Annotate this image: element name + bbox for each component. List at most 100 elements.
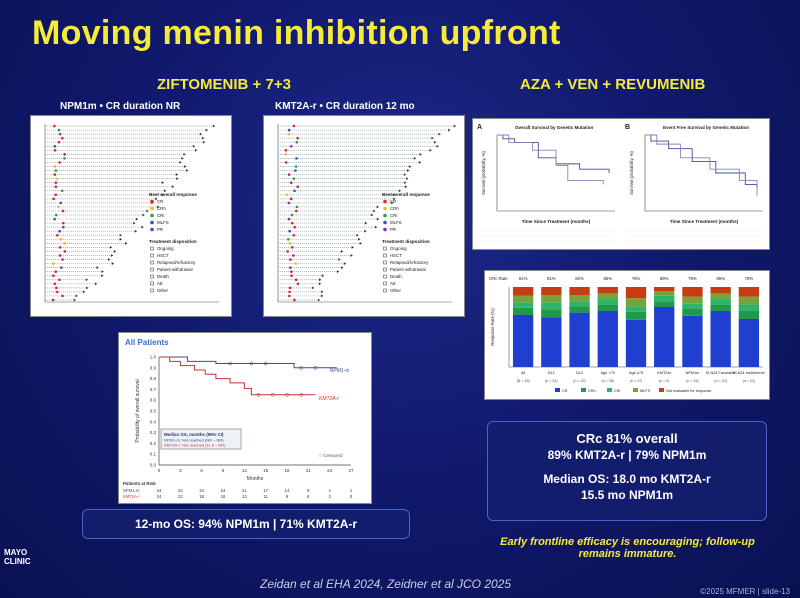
ongoing-arrow: [161, 181, 165, 185]
bar-segment-crh: [654, 301, 675, 307]
legend-response-swatch: [383, 220, 387, 225]
ongoing-arrow: [376, 217, 380, 221]
ongoing-arrow: [135, 217, 139, 221]
bar-segment-cr: [710, 311, 731, 367]
ongoing-arrow: [376, 205, 380, 209]
survival-panel-title: Event Free Survival by Genetic Mutation: [663, 125, 749, 130]
bar-crc-value: 85%: [603, 276, 612, 281]
legend-disposition-label: Patient withdrawal: [157, 267, 193, 272]
crc-line-3: Median OS: 18.0 mo KMT2A-r: [543, 472, 711, 486]
response-marker: [286, 250, 289, 253]
response-marker: [60, 266, 63, 269]
survival-curve: [497, 134, 604, 185]
response-marker: [289, 181, 293, 184]
survival-y-label: Survival (probability, %): [629, 151, 634, 195]
response-marker: [55, 290, 59, 294]
bar-legend-label: MLFS: [640, 389, 651, 393]
legend-disposition-swatch: [150, 253, 154, 258]
survival-curve: [645, 134, 758, 189]
km-risk-value: 24: [199, 488, 204, 493]
bar-n-label: (n = 17): [630, 379, 643, 383]
bar-segment-cri: [682, 303, 703, 309]
km-x-tick: 12: [242, 468, 248, 473]
legend-response-swatch: [383, 213, 387, 218]
legend-disposition-swatch: [383, 260, 387, 265]
bar-n-label: (n = 9): [659, 379, 670, 383]
response-marker: [58, 161, 61, 164]
swimmer-plot-kmt2a-svg: Best overall response CR CRh CRi MLFS PR Treat…: [277, 124, 457, 303]
km-label-npm1: NPM1-m: [330, 368, 350, 374]
ongoing-arrow: [392, 193, 396, 197]
ongoing-arrow: [341, 266, 344, 270]
legend-disposition-label: Ongoing: [157, 246, 174, 251]
ongoing-arrow: [338, 258, 341, 261]
ongoing-arrow: [141, 225, 144, 229]
bar-n-label: (N = 43): [517, 379, 530, 383]
ongoing-arrow: [179, 161, 182, 164]
response-marker: [61, 294, 64, 298]
response-marker: [55, 233, 59, 237]
legend-response-label: CRi: [390, 213, 397, 218]
ongoing-arrow: [373, 209, 376, 213]
mayo-logo: MAYO CLINIC: [4, 548, 31, 566]
response-marker: [57, 128, 61, 132]
response-marker: [284, 148, 288, 152]
left-heading: ZIFTOMENIB + 7+3: [157, 76, 291, 93]
legend-disposition-label: Death: [390, 274, 402, 279]
bar-category-label: KMT2Ar: [657, 371, 672, 375]
response-marker: [61, 136, 64, 140]
response-marker: [292, 254, 295, 257]
legend-response-label: MLFS: [390, 220, 402, 225]
legend-disposition-swatch: [150, 274, 154, 279]
ongoing-arrow: [175, 173, 179, 176]
crc-line-2: 89% KMT2A-r | 79% NPM1m: [547, 448, 707, 462]
bar-segment-cr: [625, 319, 647, 367]
legend-response-swatch: [150, 206, 154, 211]
survival-curve: [645, 134, 758, 196]
survival-x-label: Time Since Treatment (months): [670, 219, 739, 224]
legend-response-label: CR: [157, 199, 163, 204]
legend-disposition-swatch: [383, 288, 387, 293]
response-marker: [54, 270, 58, 273]
km-x-tick: 27: [348, 468, 354, 473]
ongoing-arrow: [343, 262, 347, 265]
response-marker: [61, 209, 65, 213]
ongoing-arrow: [133, 221, 136, 225]
bar-segment-not-evaluable-for-response: [569, 287, 590, 295]
legend-response-label: PR: [390, 227, 396, 232]
legend-disposition-swatch: [150, 260, 154, 265]
ongoing-arrow: [413, 156, 417, 160]
response-marker: [287, 132, 291, 136]
legend-disposition-label: HSCT: [390, 253, 402, 258]
response-marker: [287, 217, 291, 221]
citation: Zeidan et al EHA 2024, Zeidner et al JCO…: [260, 577, 512, 591]
ongoing-arrow: [110, 254, 114, 257]
response-marker: [296, 136, 299, 140]
km-y-tick: 0.6: [150, 398, 157, 403]
response-marker: [58, 278, 61, 282]
bar-segment-mlfs: [654, 291, 675, 296]
response-marker: [51, 298, 55, 302]
response-marker: [63, 157, 66, 160]
ongoing-arrow: [311, 286, 315, 290]
ongoing-arrow: [448, 128, 451, 132]
km-plot-panel: All Patients 0.0 0.1 0.2 0.3 0.4 0.5 0.6 0.7 0.8 0…: [118, 332, 372, 504]
ongoing-arrow: [404, 181, 407, 185]
km-y-tick: 0.5: [150, 409, 157, 414]
ongoing-arrow: [186, 169, 189, 172]
ongoing-arrow: [408, 165, 412, 168]
bar-n-label: (n = 21): [545, 379, 558, 383]
legend-title-response: Best overall response: [149, 192, 197, 197]
ongoing-arrow: [319, 278, 322, 282]
ongoing-arrow: [212, 124, 216, 128]
response-marker: [60, 189, 64, 193]
ongoing-arrow: [192, 144, 196, 148]
response-marker: [54, 213, 58, 217]
km-censor-npm1: [299, 365, 304, 370]
response-marker: [58, 229, 61, 233]
ongoing-arrow: [374, 225, 378, 229]
response-marker: [288, 290, 291, 294]
ongoing-arrow: [351, 245, 355, 249]
km-title: All Patients: [125, 338, 169, 347]
bar-segment-cr: [569, 312, 590, 367]
